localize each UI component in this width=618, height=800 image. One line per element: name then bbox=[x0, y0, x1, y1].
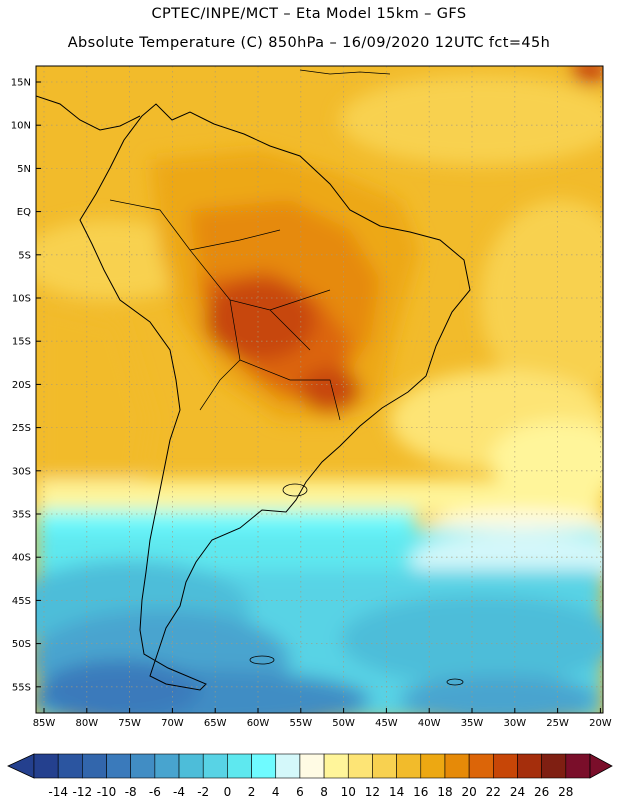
colorbar-swatch bbox=[251, 753, 277, 779]
lat-label: 40S bbox=[12, 553, 31, 564]
colorbar-swatch bbox=[420, 753, 446, 779]
colorbar-swatch bbox=[347, 753, 373, 779]
lon-label: 35W bbox=[461, 718, 484, 729]
colorbar-swatch bbox=[227, 753, 252, 779]
colorbar-tick-label: -14 bbox=[48, 785, 68, 799]
colorbar-swatch bbox=[154, 753, 180, 779]
colorbar-tick-label: 26 bbox=[534, 785, 549, 799]
colorbar-swatch bbox=[444, 753, 470, 779]
lat-label: 55S bbox=[12, 682, 31, 693]
lat-label: 45S bbox=[12, 596, 31, 607]
colorbar-tick-label: -10 bbox=[97, 785, 117, 799]
colorbar-swatch bbox=[517, 753, 542, 779]
colorbar-swatch bbox=[33, 753, 59, 779]
continent-outline bbox=[79, 103, 471, 691]
lat-label: 10S bbox=[12, 294, 31, 305]
lon-label: 65W bbox=[204, 718, 227, 729]
colorbar-swatch bbox=[541, 753, 567, 779]
lat-label: 10N bbox=[11, 121, 31, 132]
lon-label: 75W bbox=[118, 718, 141, 729]
colorbar-under-arrow bbox=[7, 753, 35, 779]
colorbar-tick-label: 14 bbox=[389, 785, 404, 799]
lon-label: 30W bbox=[503, 718, 526, 729]
colorbar-swatch bbox=[202, 753, 228, 779]
colorbar-swatch bbox=[130, 753, 156, 779]
colorbar-swatch bbox=[57, 753, 83, 779]
colorbar-tick-label: 12 bbox=[365, 785, 380, 799]
colorbar-tick-label: -12 bbox=[73, 785, 93, 799]
lon-label: 45W bbox=[375, 718, 398, 729]
colorbar-swatch bbox=[106, 753, 131, 779]
colorbar: -14 -12 -10 -8 -6 -4 -2 0 2 4 6 8 10 12 14 16 18 20 22 24 26… bbox=[7, 753, 613, 799]
colorbar-tick-label: 0 bbox=[224, 785, 232, 799]
colorbar-tick-label: 24 bbox=[510, 785, 525, 799]
map-title-line-2: Absolute Temperature (C) 850hPa – 16/09/… bbox=[67, 35, 551, 51]
colorbar-tick-label: -2 bbox=[197, 785, 209, 799]
colorbar-swatch bbox=[323, 753, 349, 779]
colorbar-swatch bbox=[82, 753, 107, 779]
map-title-line-1: CPTEC/INPE/MCT – Eta Model 15km – GFS bbox=[151, 6, 467, 22]
colorbar-swatch bbox=[299, 753, 325, 779]
colorbar-tick-label: -6 bbox=[149, 785, 161, 799]
colorbar-tick-label: 2 bbox=[248, 785, 256, 799]
latitude-labels: 15N 10N 5N EQ 5S 10S 15S 20S 25S 30S 35S 40S 45S 50S 5… bbox=[11, 78, 41, 693]
plot-frame bbox=[35, 65, 604, 714]
colorbar-swatch bbox=[396, 753, 422, 779]
lon-label: 80W bbox=[75, 718, 98, 729]
colorbar-tick-label: 8 bbox=[320, 785, 328, 799]
lat-label: 15S bbox=[12, 337, 31, 348]
lat-label: 5S bbox=[18, 250, 31, 261]
lon-label: 70W bbox=[161, 718, 184, 729]
lat-label: 30S bbox=[12, 466, 31, 477]
colorbar-tick-label: -8 bbox=[125, 785, 137, 799]
lat-label: 15N bbox=[11, 78, 31, 89]
temperature-field bbox=[36, 66, 603, 713]
colorbar-tick-label: -4 bbox=[173, 785, 185, 799]
colorbar-swatch bbox=[493, 753, 518, 779]
lat-label: 25S bbox=[12, 423, 31, 434]
lat-label: 5N bbox=[17, 164, 31, 175]
colorbar-tick-label: 16 bbox=[413, 785, 428, 799]
colorbar-swatch bbox=[372, 753, 397, 779]
colorbar-tick-label: 18 bbox=[437, 785, 452, 799]
colorbar-swatch bbox=[565, 753, 591, 779]
colorbar-swatch bbox=[468, 753, 494, 779]
lon-label: 20W bbox=[589, 718, 612, 729]
lon-label: 55W bbox=[289, 718, 312, 729]
lon-label: 40W bbox=[418, 718, 441, 729]
lon-label: 85W bbox=[33, 718, 56, 729]
colorbar-tick-label: 22 bbox=[486, 785, 501, 799]
lat-label: 50S bbox=[12, 639, 31, 650]
colorbar-tick-label: 4 bbox=[272, 785, 280, 799]
colorbar-swatch bbox=[178, 753, 204, 779]
colorbar-tick-label: 20 bbox=[461, 785, 476, 799]
lon-label: 50W bbox=[332, 718, 355, 729]
colorbar-swatch bbox=[275, 753, 301, 779]
lon-label: 25W bbox=[546, 718, 569, 729]
lon-label: 60W bbox=[247, 718, 270, 729]
longitude-labels: 85W 80W 75W 70W 65W 60W 55W 50W 45W 40W 35W 30W 25W 2… bbox=[33, 708, 612, 729]
lat-label: 20S bbox=[12, 380, 31, 391]
colorbar-over-arrow bbox=[589, 753, 613, 779]
colorbar-tick-label: 6 bbox=[296, 785, 304, 799]
colorbar-tick-label: 10 bbox=[341, 785, 356, 799]
lat-label: EQ bbox=[17, 207, 31, 218]
lat-label: 35S bbox=[12, 510, 31, 521]
colorbar-tick-label: 28 bbox=[558, 785, 573, 799]
